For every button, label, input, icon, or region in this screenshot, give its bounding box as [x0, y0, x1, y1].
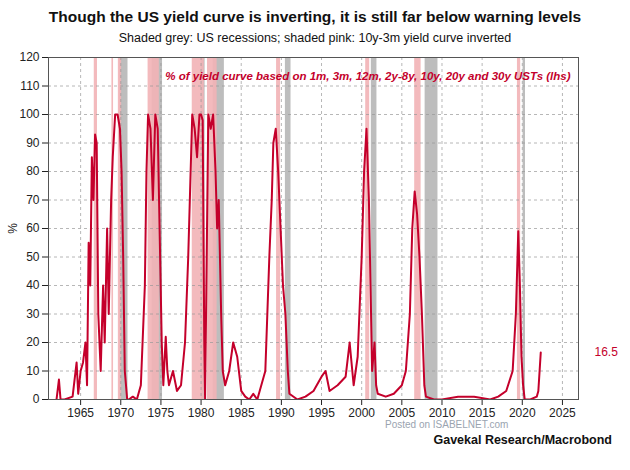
svg-text:30: 30 [26, 307, 40, 321]
html-text:Though the US yield curve is i: Though the US yield curve is inverting, … [48, 8, 582, 25]
svg-text:100: 100 [19, 107, 39, 121]
svg-text:10: 10 [26, 364, 40, 378]
svg-text:70: 70 [26, 193, 40, 207]
svg-text:1970: 1970 [107, 406, 134, 420]
svg-text:2000: 2000 [348, 406, 375, 420]
svg-text:0: 0 [33, 392, 40, 406]
svg-text:2005: 2005 [388, 406, 415, 420]
html-text:Posted on ISABELNET.com: Posted on ISABELNET.com [385, 419, 509, 430]
html-text:Shaded grey: US recessions; sh: Shaded grey: US recessions; shaded pink:… [118, 31, 512, 45]
svg-text:90: 90 [26, 136, 40, 150]
svg-text:2025: 2025 [549, 406, 576, 420]
svg-text:16.5: 16.5 [595, 345, 619, 359]
svg-text:50: 50 [26, 250, 40, 264]
html-text:Gavekal Research/Macrobond: Gavekal Research/Macrobond [433, 433, 612, 447]
svg-text:110: 110 [20, 79, 39, 93]
svg-text:120: 120 [19, 50, 39, 64]
svg-text:2015: 2015 [469, 406, 496, 420]
svg-text:1975: 1975 [148, 406, 175, 420]
svg-text:1980: 1980 [188, 406, 215, 420]
svg-text:1985: 1985 [228, 406, 255, 420]
svg-text:1965: 1965 [67, 406, 94, 420]
svg-text:% of yield curve based on 1m,: % of yield curve based on 1m, 3m, 12m, 2… [165, 70, 570, 82]
svg-text:1995: 1995 [308, 406, 335, 420]
svg-text:2010: 2010 [429, 406, 456, 420]
svg-text:40: 40 [26, 278, 40, 292]
svg-text:2020: 2020 [509, 406, 536, 420]
svg-text:20: 20 [26, 335, 40, 349]
svg-text:%: % [6, 223, 20, 234]
svg-text:80: 80 [26, 164, 40, 178]
svg-text:1990: 1990 [268, 406, 295, 420]
svg-text:60: 60 [26, 221, 40, 235]
